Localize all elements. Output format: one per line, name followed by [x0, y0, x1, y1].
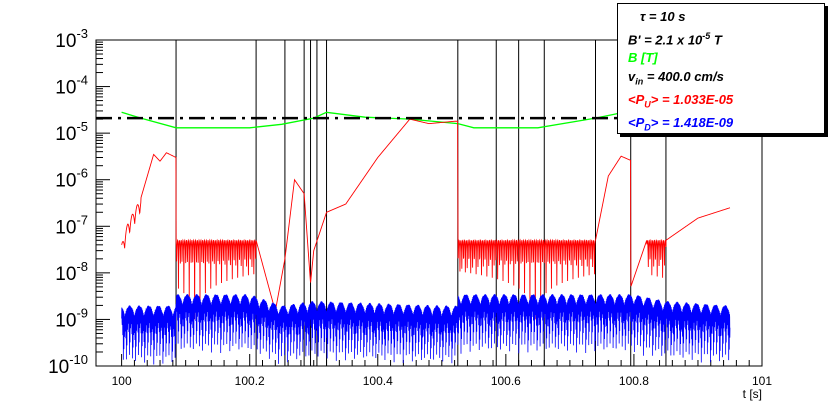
x-tick-label: 100: [112, 374, 132, 388]
legend-tau: τ = 10 s: [640, 9, 686, 24]
legend-pd-sub: D: [644, 122, 651, 133]
series-pd-line: [121, 294, 731, 365]
legend-box: τ = 10 s B' = 2.1 x 10-5 T B [T] vin = 4…: [617, 3, 825, 134]
x-tick-label: 101: [752, 374, 772, 388]
y-tick-base: 10: [55, 78, 76, 99]
legend-b-prime: B' = 2.1 x 10-5 T: [628, 27, 818, 50]
legend-pd-prefix: <P: [628, 115, 645, 131]
y-tick-label: 10-5: [55, 119, 88, 145]
legend-pu-value: > = 1.033E-05: [650, 91, 734, 107]
legend-pd-value: > = 1.418E-09: [650, 115, 734, 131]
y-tick-base: 10: [55, 217, 76, 238]
x-tick-label: 100.8: [619, 374, 649, 388]
legend-pd: <PD> = 1.418E-09: [628, 114, 818, 137]
legend-v-in: vin = 400.0 cm/s: [628, 68, 818, 91]
y-tick-base: 10: [55, 171, 76, 192]
y-tick-exp: -7: [76, 212, 88, 227]
y-tick-base: 10: [55, 310, 76, 331]
y-tick-label: 10-9: [55, 305, 88, 331]
y-tick-label: 10-4: [55, 73, 88, 99]
y-tick-exp: -8: [76, 259, 88, 274]
x-axis-label: t [s]: [743, 387, 762, 401]
plot-frame: [95, 39, 763, 367]
legend-v-in-value: = 400.0 cm/s: [646, 68, 724, 84]
y-tick-label: 10-6: [55, 166, 88, 192]
x-tick-label: 100.6: [491, 374, 521, 388]
y-tick-exp: -10: [69, 352, 88, 367]
legend-b-prime-exp: -5: [702, 30, 711, 41]
legend-v-in-sub: in: [635, 76, 644, 87]
y-tick-base: 10: [48, 357, 69, 378]
legend-pu: <PU> = 1.033E-05: [628, 91, 818, 114]
y-tick-exp: -5: [76, 119, 88, 134]
x-tick-label: 100.2: [235, 374, 265, 388]
legend-b-prime-unit: T: [713, 31, 722, 47]
series-pu-line: [121, 118, 731, 320]
y-tick-label: 10-8: [55, 259, 88, 285]
legend-pu-prefix: <P: [628, 91, 645, 107]
legend-b-prime-prefix: B' = 2.1 x 10: [628, 31, 703, 47]
legend-v-in-prefix: v: [628, 68, 636, 84]
y-tick-label: 10-7: [55, 212, 88, 238]
y-tick-exp: -9: [76, 305, 88, 320]
x-tick-label: 100.4: [363, 374, 393, 388]
y-tick-exp: -6: [76, 166, 88, 181]
y-tick-exp: -3: [76, 26, 88, 41]
y-tick-label: 10-3: [55, 26, 88, 52]
legend-pu-sub: U: [644, 99, 651, 110]
legend-b-series: B [T]: [628, 50, 658, 66]
plot-content: [96, 40, 762, 366]
y-tick-label: 10-10: [48, 352, 88, 378]
y-tick-base: 10: [55, 124, 76, 145]
y-tick-base: 10: [55, 31, 76, 52]
y-tick-exp: -4: [76, 73, 88, 88]
y-tick-base: 10: [55, 264, 76, 285]
